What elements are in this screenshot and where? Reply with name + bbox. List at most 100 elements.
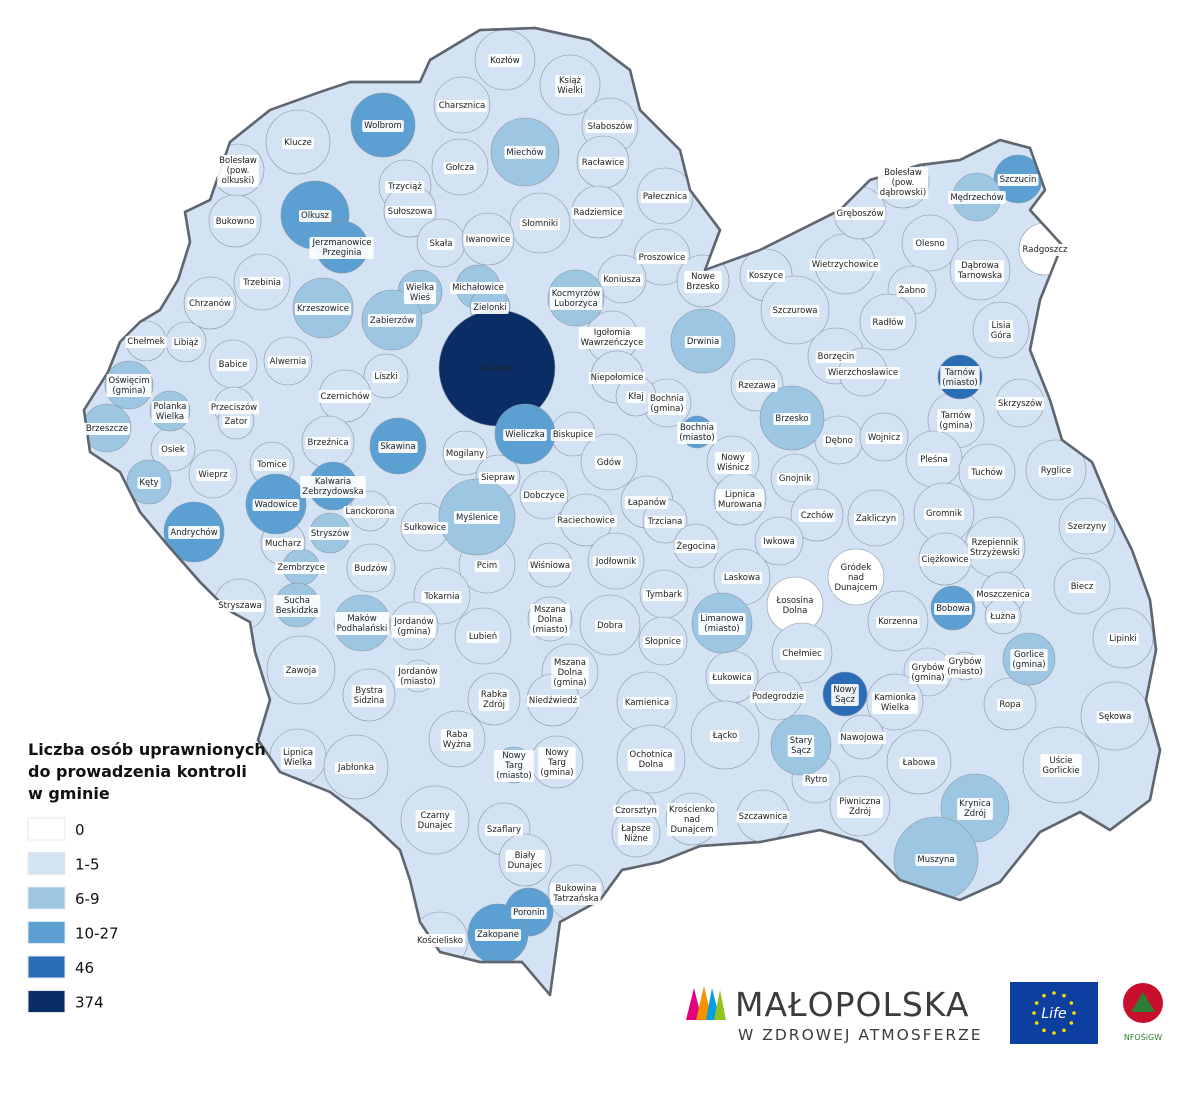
gmina-label: Zielonki	[473, 303, 507, 313]
label-box	[186, 297, 234, 310]
label-box	[1065, 521, 1109, 533]
gmina-label: Bolesław (pow. dąbrowski)	[880, 168, 927, 198]
gmina-label: Mszana Dolna (gmina)	[553, 658, 586, 688]
gmina-label: Budzów	[354, 563, 387, 574]
label-box	[954, 260, 1005, 282]
gmina-label: Biały Dunajec	[508, 851, 543, 871]
gmina-label: Lipnica Murowana	[718, 490, 762, 510]
label-box	[918, 453, 950, 466]
eu-star	[1042, 993, 1046, 998]
label-box	[254, 459, 289, 471]
label-box	[216, 600, 264, 612]
label-box	[776, 473, 814, 485]
gmina-label: Niedźwiedź	[529, 696, 578, 706]
gmina-label: Sułoszowa	[388, 207, 433, 217]
label-box	[832, 561, 880, 594]
gmina-label: Zakliczyn	[856, 514, 896, 524]
legend-label: 10-27	[75, 925, 119, 943]
gmina-label: Trzciana	[647, 517, 683, 527]
gmina-label: Piwniczna Zdrój	[839, 797, 881, 817]
gmina-label: Bukowno	[216, 217, 255, 227]
label-box	[967, 537, 1023, 559]
gmina-label: Chełmek	[127, 337, 164, 347]
gmina-label: Radziemice	[574, 208, 623, 218]
eu-stars	[1032, 991, 1076, 1035]
fund-name: NFOŚiGW	[1124, 1031, 1162, 1042]
eu-star	[1052, 991, 1056, 995]
label-box	[773, 413, 811, 425]
label-box	[919, 554, 971, 566]
gmina-label: Korzenna	[878, 617, 918, 627]
gmina-label: Jerzmanowice Przeginia	[312, 238, 372, 258]
gmina-label: Raba Wyżna	[443, 730, 471, 750]
gmina-label: Wadowice	[255, 500, 298, 510]
gmina-label: Jodłownik	[595, 557, 636, 567]
gmina-label: Tuchów	[970, 467, 1003, 478]
gmina-label: Nowy Sącz	[833, 685, 857, 705]
label-box	[196, 469, 231, 481]
label-box	[137, 477, 161, 489]
gmina-label: Olesno	[915, 239, 944, 249]
gmina-label: Kalwaria Zebrzydowska	[302, 477, 363, 497]
legend-label: 46	[75, 959, 94, 977]
label-box	[913, 238, 947, 250]
eu-star	[1069, 1001, 1074, 1005]
label-box	[299, 210, 332, 222]
label-box	[213, 216, 257, 228]
label-box	[601, 274, 643, 286]
gmina-label: Osiek	[161, 445, 185, 455]
gmina-label: Szczucin	[1000, 175, 1037, 185]
gmina-label: Trzyciąż	[387, 182, 422, 192]
gmina-label: Czernichów	[321, 391, 370, 402]
gmina-label: Kozłów	[490, 55, 519, 66]
label-box	[838, 732, 886, 744]
gmina-label: Lubień	[469, 632, 497, 642]
gmina-label: Żabno	[898, 285, 925, 296]
gmina-label: Wieprz	[198, 470, 228, 480]
gmina-label: Raciechowice	[557, 516, 615, 526]
label-box	[273, 595, 321, 617]
label-box	[870, 316, 906, 329]
gmina-label: Rytro	[805, 775, 827, 785]
gmina-label: Gnojnik	[779, 474, 811, 484]
gmina-label: Kłaj	[628, 392, 644, 402]
gmina-label: Wierzchosławice	[828, 368, 898, 378]
label-box	[415, 810, 455, 832]
gmina-label: Szczurowa	[772, 306, 817, 316]
gmina-label: Siepraw	[481, 473, 515, 483]
label-box	[945, 655, 985, 678]
label-box	[627, 749, 675, 771]
label-box	[968, 466, 1005, 479]
legend-title: Liczba osób uprawnionych do prowadzenia k…	[28, 740, 266, 803]
gmina-label: Tarnów (miasto)	[942, 367, 977, 388]
label-box	[504, 146, 546, 159]
gmina-label: Zabierzów	[370, 315, 414, 326]
label-box	[401, 522, 449, 534]
gmina-label: Olkusz	[301, 211, 330, 221]
label-box	[263, 538, 304, 550]
legend-label: 0	[75, 821, 85, 839]
eu-star	[1062, 1028, 1066, 1033]
gmina-label: Ryglice	[1041, 466, 1072, 476]
gmina-label: Słomniki	[522, 219, 558, 229]
gmina-label: Kamienica	[625, 698, 669, 708]
gmina-label: Bochnia (miasto)	[679, 423, 714, 443]
eu-star	[1062, 993, 1066, 998]
gmina-label: Gręboszów	[837, 208, 884, 219]
gmina-label: Dobczyce	[523, 491, 564, 501]
gmina-label: Limanowa (miasto)	[700, 614, 743, 634]
label-box	[595, 620, 625, 632]
gmina-label: Ciężkowice	[921, 555, 968, 565]
label-box	[436, 100, 488, 112]
gmina-label: Trzebinia	[242, 278, 281, 288]
label-box	[585, 120, 635, 133]
gmina-label: Moszczenica	[976, 590, 1029, 600]
gmina-label: Kościelisko	[417, 935, 463, 946]
gmina-label: Skała	[429, 239, 452, 249]
gmina-label: Dębno	[825, 436, 853, 446]
label-box	[367, 314, 417, 327]
gmina-label: Stary Sącz	[790, 736, 812, 756]
gmina-label: Iwkowa	[763, 537, 794, 547]
label-box	[592, 556, 639, 568]
gmina-label: Podegrodzie	[752, 692, 804, 702]
